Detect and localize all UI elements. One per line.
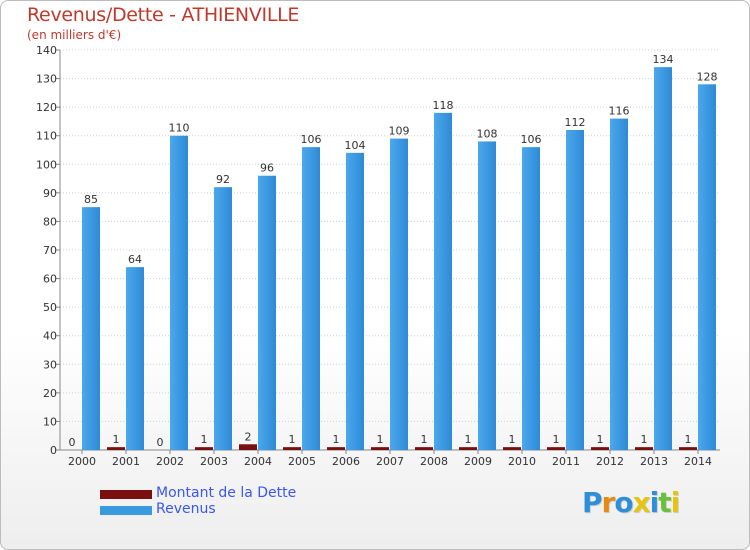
bar-dette <box>547 447 565 450</box>
data-label-dette: 1 <box>465 433 472 446</box>
bar-revenus <box>126 267 144 450</box>
data-label-revenus: 109 <box>389 125 410 138</box>
data-label-dette: 0 <box>157 436 164 449</box>
data-label-dette: 1 <box>201 433 208 446</box>
y-tick-label: 90 <box>43 187 57 200</box>
data-label-revenus: 106 <box>301 133 322 146</box>
y-tick-label: 20 <box>43 387 57 400</box>
data-label-dette: 1 <box>113 433 120 446</box>
bar-revenus <box>522 147 540 450</box>
bar-revenus <box>654 67 672 451</box>
y-tick-label: 110 <box>36 130 57 143</box>
bar-dette <box>195 447 213 450</box>
data-label-dette: 1 <box>421 433 428 446</box>
y-tick-label: 0 <box>50 444 57 457</box>
x-tick-label: 2007 <box>376 455 404 468</box>
x-tick-label: 2003 <box>200 455 228 468</box>
bar-dette <box>503 447 521 450</box>
bar-dette <box>415 447 433 450</box>
y-tick-label: 80 <box>43 215 57 228</box>
data-label-dette: 0 <box>69 436 76 449</box>
bar-dette <box>679 447 697 450</box>
y-tick-label: 100 <box>36 158 57 171</box>
x-tick-label: 2002 <box>156 455 184 468</box>
legend-label-revenus: Revenus <box>156 501 216 517</box>
y-tick-label: 10 <box>43 415 57 428</box>
bar-revenus <box>258 175 276 450</box>
bar-dette <box>459 447 477 450</box>
x-tick-label: 2006 <box>332 455 360 468</box>
data-label-revenus: 128 <box>697 70 718 83</box>
data-label-revenus: 110 <box>169 122 190 135</box>
bar-dette <box>591 447 609 450</box>
data-label-dette: 1 <box>685 433 692 446</box>
bar-revenus <box>82 207 100 450</box>
chart-title: Revenus/Dette - ATHIENVILLE <box>27 4 300 26</box>
y-tick-label: 30 <box>43 358 57 371</box>
data-label-revenus: 134 <box>653 53 674 66</box>
bar-dette <box>327 447 345 450</box>
x-tick-label: 2010 <box>508 455 536 468</box>
bar-revenus <box>566 130 584 450</box>
y-tick-label: 40 <box>43 330 57 343</box>
data-label-revenus: 64 <box>128 253 142 266</box>
bar-dette <box>283 447 301 450</box>
bar-revenus <box>478 141 496 450</box>
bar-revenus <box>698 84 716 451</box>
x-tick-label: 2009 <box>464 455 492 468</box>
y-tick-label: 60 <box>43 273 57 286</box>
data-label-revenus: 116 <box>609 105 630 118</box>
x-tick-label: 2011 <box>552 455 580 468</box>
data-label-dette: 1 <box>553 433 560 446</box>
data-label-revenus: 108 <box>477 127 498 140</box>
bar-dette <box>239 444 257 450</box>
legend-label-dette: Montant de la Dette <box>156 485 297 501</box>
bar-dette <box>635 447 653 450</box>
data-label-revenus: 106 <box>521 133 542 146</box>
bar-dette <box>107 447 125 450</box>
x-tick-label: 2013 <box>640 455 668 468</box>
data-label-revenus: 92 <box>216 173 230 186</box>
data-label-dette: 1 <box>289 433 296 446</box>
data-label-dette: 1 <box>509 433 516 446</box>
data-label-dette: 2 <box>245 430 252 443</box>
bar-revenus <box>170 135 188 450</box>
x-tick-label: 2014 <box>684 455 712 468</box>
data-label-dette: 1 <box>597 433 604 446</box>
x-tick-label: 2001 <box>112 455 140 468</box>
data-label-revenus: 85 <box>84 193 98 206</box>
x-tick-label: 2008 <box>420 455 448 468</box>
y-tick-label: 120 <box>36 101 57 114</box>
bar-revenus <box>302 147 320 450</box>
bar-revenus <box>214 187 232 450</box>
y-tick-label: 50 <box>43 301 57 314</box>
y-tick-label: 140 <box>36 44 57 57</box>
data-label-dette: 1 <box>377 433 384 446</box>
bar-dette <box>371 447 389 450</box>
bar-revenus <box>390 138 408 451</box>
x-tick-label: 2000 <box>68 455 96 468</box>
x-tick-label: 2004 <box>244 455 272 468</box>
x-tick-label: 2005 <box>288 455 316 468</box>
data-label-revenus: 96 <box>260 162 274 175</box>
bar-revenus <box>346 152 364 450</box>
bar-revenus <box>610 118 628 451</box>
proxiti-logo: Proxiti <box>582 486 680 519</box>
data-label-revenus: 118 <box>433 99 454 112</box>
chart-subtitle: (en milliers d'€) <box>27 28 122 42</box>
data-label-revenus: 112 <box>565 116 586 129</box>
legend-swatch-revenus <box>100 506 152 515</box>
data-label-dette: 1 <box>333 433 340 446</box>
legend-swatch-dette <box>100 490 152 499</box>
bar-revenus <box>434 112 452 450</box>
data-label-revenus: 104 <box>345 139 366 152</box>
x-tick-label: 2012 <box>596 455 624 468</box>
y-tick-label: 70 <box>43 244 57 257</box>
data-label-dette: 1 <box>641 433 648 446</box>
y-tick-label: 130 <box>36 73 57 86</box>
